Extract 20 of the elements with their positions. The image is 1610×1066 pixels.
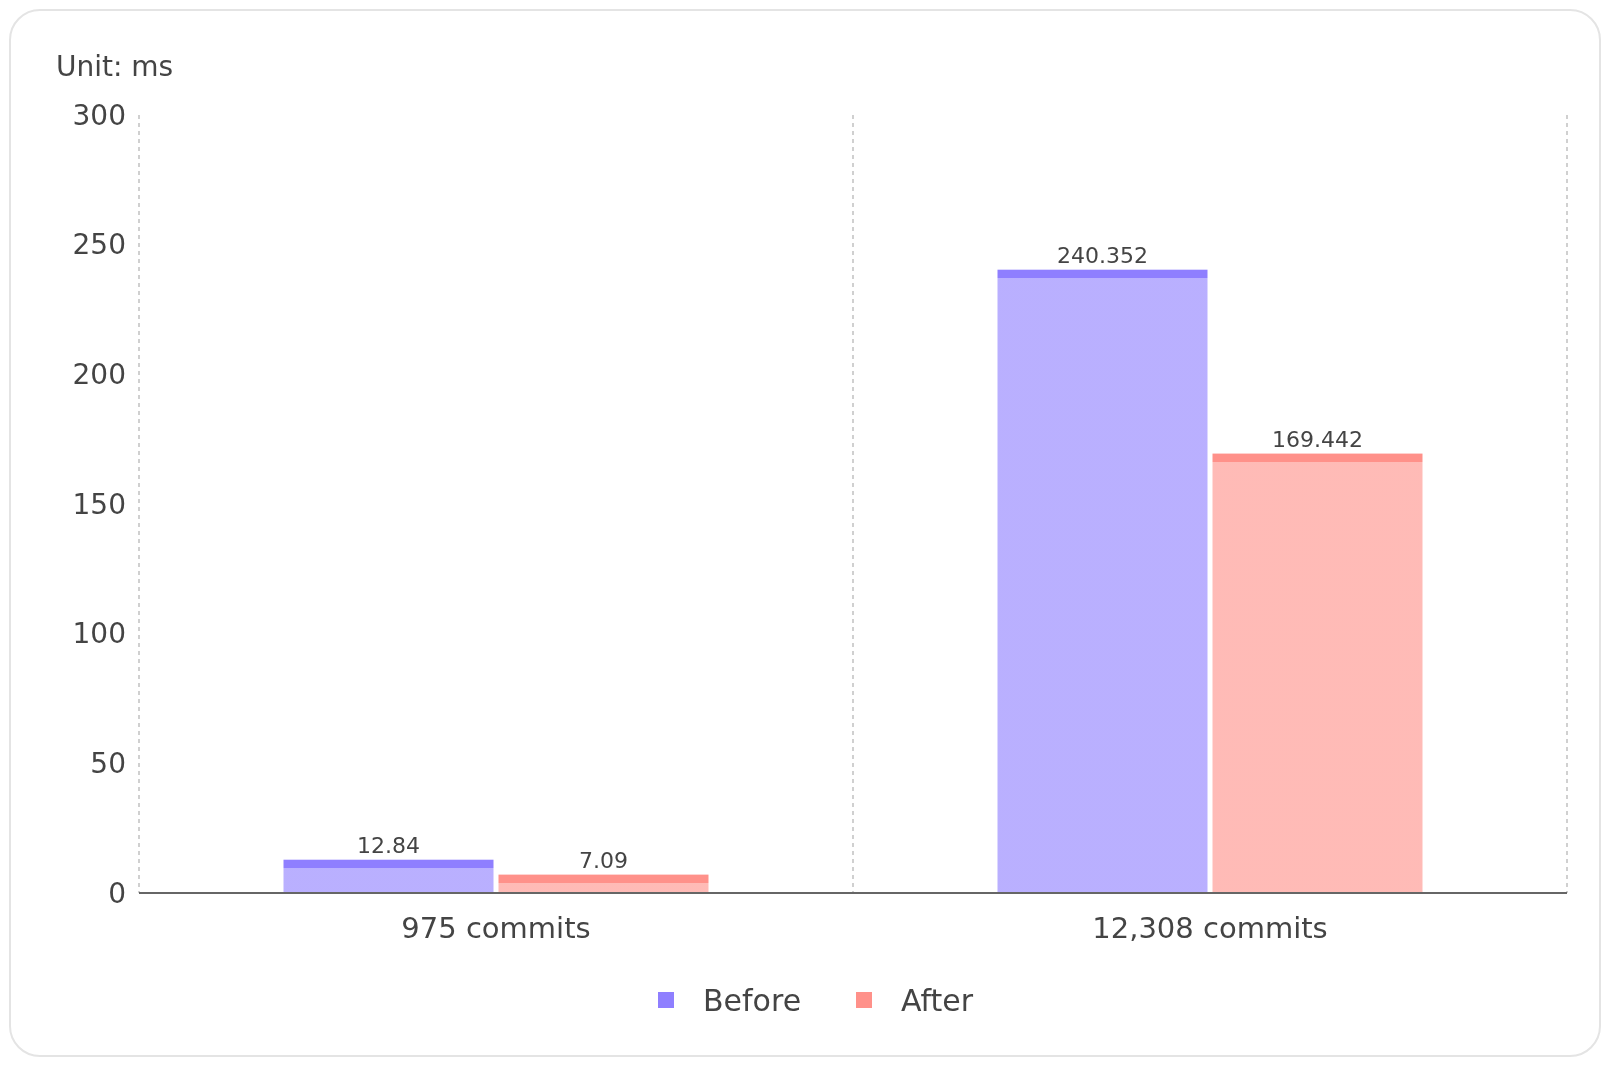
- y-tick-label: 100: [72, 617, 126, 651]
- y-axis-title: Unit: ms: [56, 50, 174, 83]
- x-tick-label: 12,308 commits: [1092, 911, 1328, 945]
- bar: [1212, 453, 1423, 893]
- data-label: 240.352: [1057, 242, 1148, 268]
- data-label: 169.442: [1272, 426, 1363, 452]
- y-tick-label: 250: [72, 228, 126, 262]
- y-tick-label: 300: [72, 98, 126, 132]
- y-tick-label: 150: [72, 487, 126, 521]
- y-tick-label: 50: [90, 746, 126, 780]
- legend-label: Before: [703, 983, 802, 1018]
- y-tick-label: 0: [108, 876, 126, 910]
- bar: [283, 859, 494, 893]
- y-tick-label: 200: [72, 357, 126, 391]
- data-label: 12.84: [357, 832, 420, 858]
- legend-label: After: [901, 983, 974, 1018]
- bar: [997, 269, 1208, 893]
- data-label: 7.09: [579, 847, 628, 873]
- x-tick-label: 975 commits: [401, 911, 591, 945]
- bar: [498, 874, 709, 893]
